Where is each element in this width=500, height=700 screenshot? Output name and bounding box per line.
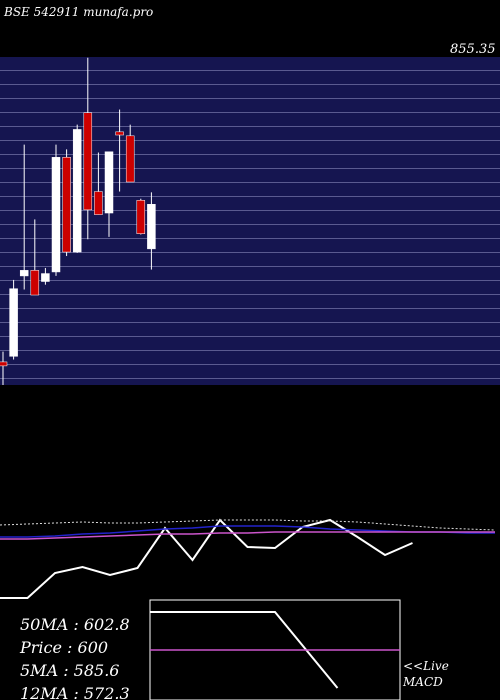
candle-body — [30, 270, 40, 296]
chart-title: BSE 542911 munafa.pro — [3, 5, 153, 19]
candle-body — [72, 129, 82, 253]
info-text: Price : 600 — [19, 638, 108, 657]
price-panel — [0, 57, 500, 385]
info-text: 5MA : 585.6 — [20, 661, 119, 680]
candle-body — [9, 288, 18, 357]
candle-body — [104, 151, 114, 214]
candle-body — [0, 361, 8, 367]
price-label: 855.35 — [450, 42, 496, 57]
candle-body — [147, 204, 156, 250]
series-line — [0, 518, 413, 599]
candle-body — [41, 273, 50, 282]
info-text: 50MA : 602.8 — [20, 615, 130, 634]
candle-body — [136, 200, 146, 234]
candle-body — [83, 112, 93, 211]
series-line — [0, 519, 496, 531]
macd-label: MACD — [402, 675, 443, 689]
candle-body — [19, 270, 29, 277]
live-label: <<Live — [403, 659, 449, 673]
info-text: 12MA : 572.3 — [20, 684, 130, 700]
candle-body — [51, 157, 61, 273]
candle-body — [94, 191, 103, 215]
candle-body — [125, 135, 135, 183]
candle-body — [115, 131, 124, 136]
candle-body — [62, 157, 71, 253]
series-line — [0, 531, 495, 540]
